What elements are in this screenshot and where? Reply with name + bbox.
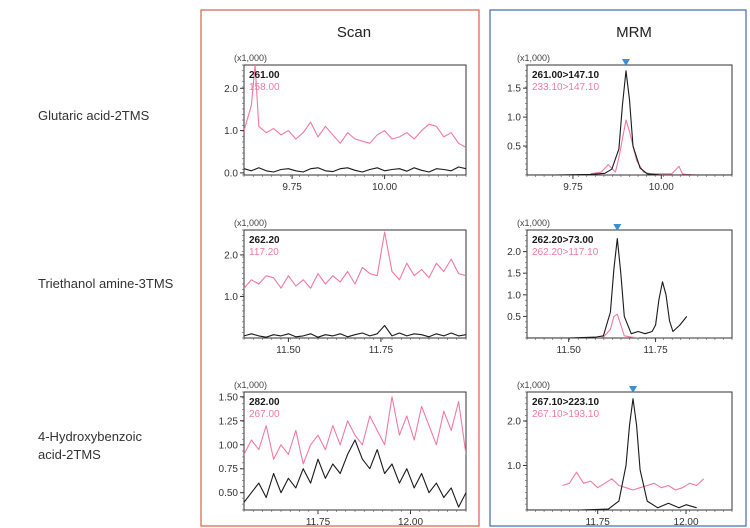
scan-hydroxybenzoic-y-tick-label: 1.50 <box>219 392 239 403</box>
scan-glutaric-x-tick-label: 10.00 <box>372 182 397 193</box>
scan-hydroxybenzoic-multiplier-label: (x1,000) <box>234 380 267 390</box>
scan-triethanol-x-tick-label: 11.50 <box>276 345 301 356</box>
scan-hydroxybenzoic-x-tick-label: 12.00 <box>398 517 423 528</box>
mrm-triethanol-legend-black: 262.20>73.00 <box>532 235 594 246</box>
mrm-triethanol-y-tick-label: 1.0 <box>507 290 521 301</box>
scan-glutaric-y-tick-label: 0.0 <box>224 168 238 179</box>
mrm-glutaric-trace-261-00-147-10 <box>527 70 732 175</box>
mrm-glutaric-legend-pink: 233.10>147.10 <box>532 82 599 93</box>
mrm-hydroxybenzoic-trace-267-10-193-10 <box>562 471 705 491</box>
row-label-hydroxybenzoic-line2: acid-2TMS <box>38 447 101 462</box>
scan-column-title: Scan <box>337 24 371 41</box>
mrm-triethanol-trace-262-20-73-00 <box>527 238 688 338</box>
mrm-hydroxybenzoic-panel: (x1,000) 1.0 2.0 11.75 12.00 267.10>223.10267… <box>507 380 733 528</box>
scan-triethanol-trace-117-20 <box>244 231 466 289</box>
mrm-triethanol-trace-262-20-117-10 <box>596 313 639 338</box>
mrm-triethanol-legend-pink: 262.20>117.10 <box>532 247 599 258</box>
scan-glutaric-trace-158-00 <box>244 65 466 148</box>
mrm-hydroxybenzoic-y-tick-label: 2.0 <box>507 416 521 427</box>
row-label-glutaric-acid: Glutaric acid-2TMS <box>38 108 150 123</box>
mrm-triethanol-panel: (x1,000) 0.5 1.0 1.5 2.0 11.50 11.75 262.20>73.… <box>507 218 733 356</box>
scan-hydroxybenzoic-legend-pink: 267.00 <box>249 409 280 420</box>
mrm-glutaric-plot-area <box>526 64 733 176</box>
mrm-triethanol-x-tick-label: 11.75 <box>643 345 668 356</box>
scan-triethanol-trace-262-20 <box>244 324 466 338</box>
mrm-hydroxybenzoic-x-tick-label: 12.00 <box>674 517 699 528</box>
mrm-hydroxybenzoic-peak-marker <box>629 386 638 393</box>
scan-glutaric-legend-black: 261.00 <box>249 70 280 81</box>
mrm-glutaric-y-tick-label: 0.5 <box>507 142 521 153</box>
scan-glutaric-x-tick-label: 9.75 <box>282 182 302 193</box>
mrm-glutaric-legend-black: 261.00>147.10 <box>532 70 599 81</box>
mrm-triethanol-multiplier-label: (x1,000) <box>517 218 550 228</box>
mrm-triethanol-peak-marker <box>613 224 622 231</box>
mrm-glutaric-peak-marker <box>621 59 630 66</box>
mrm-glutaric-y-tick-label: 1.5 <box>507 84 521 95</box>
scan-glutaric-trace-261-00 <box>244 166 466 173</box>
scan-triethanol-multiplier-label: (x1,000) <box>234 218 267 228</box>
mrm-triethanol-y-tick-label: 1.5 <box>507 269 521 280</box>
scan-hydroxybenzoic-y-tick-label: 1.25 <box>219 416 239 427</box>
scan-glutaric-y-tick-label: 1.0 <box>224 126 238 137</box>
mrm-column-title: MRM <box>616 24 652 41</box>
scan-hydroxybenzoic-y-tick-label: 0.50 <box>219 488 239 499</box>
scan-glutaric-y-tick-label: 2.0 <box>224 84 238 95</box>
scan-triethanol-x-tick-label: 11.75 <box>369 345 394 356</box>
mrm-hydroxybenzoic-trace-267-10-223-10 <box>527 398 697 510</box>
scan-column-frame <box>200 9 480 527</box>
mrm-triethanol-y-tick-label: 2.0 <box>507 247 521 258</box>
chromatogram-panels: (x1,000)0.01.02.09.75 10.00261.00158.00(x… <box>219 53 733 528</box>
scan-hydroxybenzoic-x-tick-label: 11.75 <box>306 517 331 528</box>
mrm-hydroxybenzoic-multiplier-label: (x1,000) <box>517 380 550 390</box>
scan-glutaric-plot-area <box>243 64 467 176</box>
row-label-hydroxybenzoic-line1: 4-Hydroxybenzoic <box>38 429 143 444</box>
mrm-glutaric-panel: (x1,000) 0.5 1.0 1.5 9.75 10.00 261.00>147.102… <box>507 53 733 193</box>
scan-hydroxybenzoic-y-tick-label: 0.75 <box>219 464 239 475</box>
mrm-hydroxybenzoic-x-tick-label: 11.75 <box>586 517 611 528</box>
scan-triethanol-legend-black: 262.20 <box>249 235 280 246</box>
mrm-glutaric-y-tick-label: 1.0 <box>507 113 521 124</box>
scan-triethanol-y-tick-label: 2.0 <box>224 250 238 261</box>
scan-triethanol-y-tick-label: 1.0 <box>224 292 238 303</box>
mrm-column-frame <box>489 9 747 527</box>
mrm-hydroxybenzoic-y-tick-label: 1.0 <box>507 461 521 472</box>
scan-hydroxybenzoic-panel: (x1,000) 0.50 0.75 1.00 1.25 1.50 11.75 12.00 28… <box>219 380 467 528</box>
scan-hydroxybenzoic-legend-black: 282.00 <box>249 397 280 408</box>
scan-glutaric-multiplier-label: (x1,000) <box>234 53 267 63</box>
mrm-glutaric-x-tick-label: 9.75 <box>563 182 583 193</box>
scan-hydroxybenzoic-trace-282-00 <box>244 439 466 508</box>
mrm-hydroxybenzoic-legend-pink: 267.10>193.10 <box>532 409 599 420</box>
scan-hydroxybenzoic-trace-267-00 <box>244 396 466 465</box>
mrm-triethanol-x-tick-label: 11.50 <box>557 345 582 356</box>
mrm-glutaric-x-tick-label: 10.00 <box>649 182 674 193</box>
mrm-hydroxybenzoic-legend-black: 267.10>223.10 <box>532 397 599 408</box>
row-label-triethanol-amine: Triethanol amine-3TMS <box>38 276 174 291</box>
scan-hydroxybenzoic-y-tick-label: 1.00 <box>219 440 239 451</box>
scan-glutaric-legend-pink: 158.00 <box>249 82 280 93</box>
mrm-glutaric-multiplier-label: (x1,000) <box>517 53 550 63</box>
scan-triethanol-legend-pink: 117.20 <box>249 247 279 258</box>
scan-hydroxybenzoic-plot-area <box>243 391 467 511</box>
mrm-hydroxybenzoic-plot-area <box>526 391 733 511</box>
mrm-triethanol-y-tick-label: 0.5 <box>507 312 521 323</box>
